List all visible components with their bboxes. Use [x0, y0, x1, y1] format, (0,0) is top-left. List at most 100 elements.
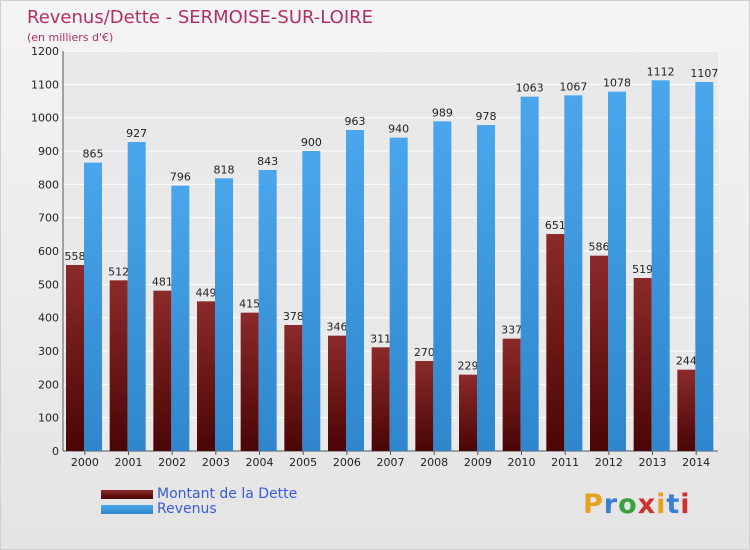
data-label-dette: 244: [676, 355, 697, 368]
x-tick-label: 2009: [464, 456, 492, 469]
bar-dette: [633, 278, 652, 451]
bar-revenus: [127, 142, 146, 451]
data-label-revenus: 989: [432, 106, 453, 119]
bar-dette: [109, 280, 128, 451]
y-tick-label: 900: [38, 145, 59, 158]
data-label-dette: 346: [327, 321, 348, 334]
legend-label-dette: Montant de la Dette: [157, 486, 298, 502]
bar-dette: [415, 361, 434, 451]
proxiti-logo: Proxiti: [583, 489, 691, 520]
data-label-dette: 449: [196, 286, 217, 299]
data-label-dette: 558: [65, 250, 86, 263]
data-label-revenus: 843: [257, 155, 278, 168]
y-tick-label: 200: [38, 378, 59, 391]
y-tick-label: 100: [38, 412, 59, 425]
data-label-revenus: 1112: [647, 65, 675, 78]
legend-swatch-dette: [101, 490, 153, 499]
x-tick-label: 2003: [202, 456, 230, 469]
x-tick-label: 2005: [289, 456, 317, 469]
data-label-revenus: 927: [126, 127, 147, 140]
bar-dette: [197, 301, 215, 451]
logo-letter: t: [666, 489, 681, 520]
bar-dette: [502, 338, 521, 451]
bar-dette: [240, 312, 259, 451]
x-tick-label: 2007: [377, 456, 405, 469]
data-label-dette: 481: [152, 276, 173, 289]
bar-revenus: [258, 170, 277, 451]
y-tick-label: 700: [38, 212, 59, 225]
x-tick-label: 2004: [246, 456, 274, 469]
data-label-dette: 270: [414, 346, 435, 359]
x-tick-label: 2013: [639, 456, 667, 469]
data-label-dette: 415: [239, 298, 260, 311]
bar-revenus: [564, 95, 583, 451]
data-label-dette: 519: [632, 263, 653, 276]
y-tick-label: 500: [38, 278, 59, 291]
y-tick-label: 1000: [31, 112, 59, 125]
bar-revenus: [695, 82, 714, 451]
x-tick-label: 2000: [71, 456, 99, 469]
bar-revenus: [389, 137, 408, 451]
bar-dette: [677, 369, 696, 451]
data-label-dette: 586: [589, 241, 610, 254]
data-label-dette: 512: [108, 265, 129, 278]
bar-revenus: [215, 178, 233, 452]
bar-dette: [328, 335, 346, 451]
logo-letter: r: [603, 489, 619, 520]
y-tick-label: 1200: [31, 45, 59, 58]
y-tick-label: 0: [52, 445, 59, 458]
logo-letter: P: [583, 489, 604, 520]
bar-revenus: [477, 125, 495, 451]
x-tick-label: 2001: [115, 456, 143, 469]
bar-revenus: [520, 96, 539, 452]
logo-letter: x: [637, 489, 657, 520]
bar-dette: [546, 234, 565, 451]
x-tick-label: 2002: [158, 456, 186, 469]
data-label-dette: 311: [370, 332, 391, 345]
x-tick-label: 2006: [333, 456, 361, 469]
logo-letter: i: [680, 489, 691, 520]
legend-swatch-revenus: [101, 505, 153, 514]
bar-dette: [284, 325, 303, 451]
data-label-revenus: 865: [83, 148, 104, 161]
data-label-dette: 229: [458, 360, 479, 373]
x-tick-label: 2012: [595, 456, 623, 469]
bar-dette: [371, 347, 390, 451]
data-label-revenus: 818: [214, 163, 235, 176]
data-label-revenus: 978: [476, 110, 497, 123]
bar-revenus: [84, 162, 102, 451]
x-tick-label: 2008: [420, 456, 448, 469]
data-label-revenus: 1078: [603, 77, 631, 90]
y-tick-label: 300: [38, 345, 59, 358]
logo-letter: o: [618, 489, 638, 520]
y-tick-label: 1100: [31, 78, 59, 91]
data-label-dette: 378: [283, 310, 304, 323]
bar-revenus: [171, 185, 190, 451]
data-label-revenus: 940: [388, 123, 409, 136]
bar-revenus: [651, 80, 670, 451]
data-label-revenus: 796: [170, 171, 191, 184]
legend-label-revenus: Revenus: [157, 501, 217, 517]
bar-dette: [153, 290, 172, 451]
x-tick-label: 2011: [551, 456, 579, 469]
logo-letter: i: [656, 489, 667, 520]
bar-revenus: [346, 130, 364, 451]
data-label-revenus: 1063: [516, 82, 544, 95]
x-tick-label: 2014: [682, 456, 710, 469]
y-tick-label: 400: [38, 312, 59, 325]
data-label-revenus: 900: [301, 136, 322, 149]
data-label-dette: 651: [545, 219, 566, 232]
bar-revenus: [608, 91, 626, 452]
data-label-revenus: 1067: [559, 80, 587, 93]
chart-title: Revenus/Dette - SERMOISE-SUR-LOIRE: [27, 7, 374, 28]
data-label-revenus: 1107: [690, 67, 718, 80]
data-label-revenus: 963: [345, 115, 366, 128]
bar-revenus: [302, 151, 321, 451]
data-label-dette: 337: [501, 324, 522, 337]
bar-dette: [459, 374, 477, 451]
x-tick-label: 2010: [508, 456, 536, 469]
y-tick-label: 600: [38, 245, 59, 258]
bar-dette: [66, 265, 84, 451]
bar-revenus: [433, 121, 452, 451]
